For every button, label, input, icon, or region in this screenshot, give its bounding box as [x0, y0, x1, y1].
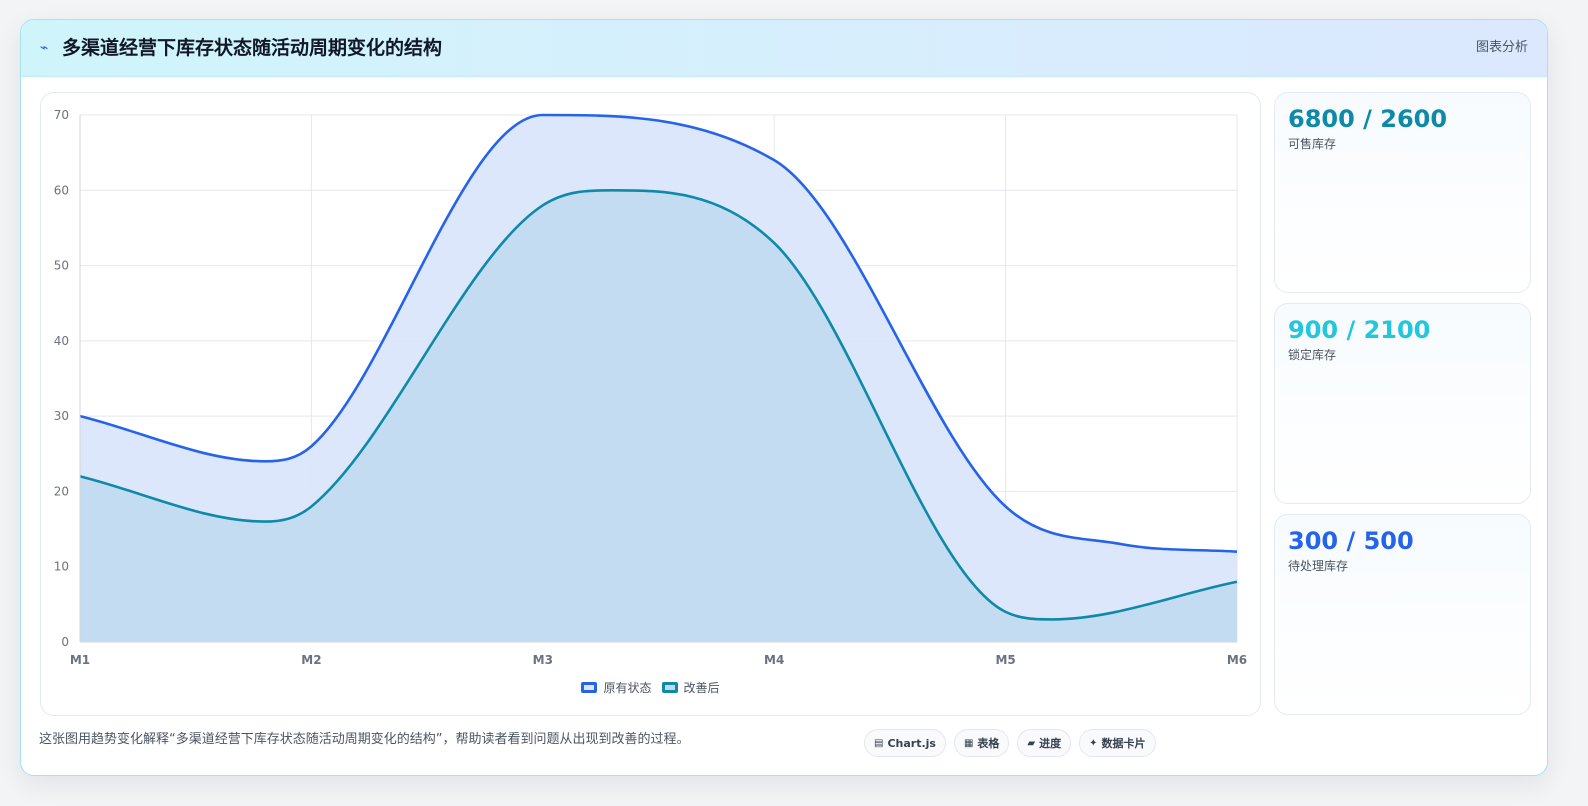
x-tick-label: M1: [70, 653, 90, 667]
y-tick-label: 0: [61, 635, 69, 649]
chip-label: 进度: [1039, 737, 1062, 750]
stat-card-pending: 300 / 500 待处理库存: [1274, 514, 1531, 715]
x-tick-label: M2: [301, 653, 321, 667]
legend-item-improved[interactable]: 改善后: [661, 679, 720, 696]
progress-icon: ▰: [1027, 737, 1036, 749]
series-line-improved: [79, 188, 1238, 621]
area-chart: 0 10 20 30 40 50 60 70 M1 M2 M3 M4 M5 M6: [54, 108, 1247, 667]
header-tag: 图表分析: [1475, 40, 1528, 55]
chart-legend: 原有状态 改善后: [41, 677, 1260, 697]
series-line-original: [79, 113, 1238, 553]
y-tick-label: 50: [54, 259, 69, 273]
stat-value: 900 / 2100: [1288, 316, 1431, 344]
series-area-improved: [80, 190, 1237, 642]
card-header: ⌁ 多渠道经营下库存状态随活动周期变化的结构 图表分析: [21, 20, 1547, 77]
stat-label: 可售库存: [1288, 137, 1337, 151]
chart-panel: 0 10 20 30 40 50 60 70 M1 M2 M3 M4 M5 M6 原有状态 改善后: [40, 92, 1261, 716]
table-icon: ▦: [963, 737, 974, 749]
page-title: 多渠道经营下库存状态随活动周期变化的结构: [62, 37, 443, 59]
stat-value: 300 / 500: [1288, 527, 1414, 555]
y-tick-label: 10: [54, 560, 69, 574]
y-tick-label: 30: [54, 409, 69, 423]
x-tick-label: M3: [533, 653, 553, 667]
lightning-icon: ⌁: [40, 40, 49, 56]
legend-item-original[interactable]: 原有状态: [581, 679, 652, 696]
chip-label: 表格: [977, 737, 1000, 750]
chip-data-card[interactable]: ✦ 数据卡片: [1079, 729, 1156, 757]
legend-label-improved: 改善后: [683, 680, 720, 695]
y-tick-label: 60: [54, 183, 69, 197]
chip-table[interactable]: ▦ 表格: [953, 729, 1010, 757]
y-tick-label: 40: [54, 334, 69, 348]
x-tick-label: M6: [1227, 653, 1247, 667]
chip-label: Chart.js: [887, 736, 936, 750]
tag-chips: ▤ Chart.js ▦ 表格 ▰ 进度 ✦ 数据卡片: [864, 729, 1156, 757]
y-tick-label: 70: [54, 108, 69, 122]
stat-label: 锁定库存: [1288, 348, 1337, 362]
legend-swatch-improved: [661, 681, 678, 693]
x-tick-label: M4: [764, 653, 784, 667]
legend-swatch-original: [581, 681, 598, 693]
sparkle-icon: ✦: [1089, 737, 1098, 749]
stat-label: 待处理库存: [1288, 559, 1349, 573]
x-tick-label: M5: [995, 653, 1015, 667]
chart-caption: 这张图用趋势变化解释“多渠道经营下库存状态随活动周期变化的结构”，帮助读者看到问…: [39, 732, 690, 747]
chip-chartjs[interactable]: ▤ Chart.js: [864, 729, 946, 757]
chip-label: 数据卡片: [1101, 737, 1146, 750]
y-tick-label: 20: [54, 484, 69, 498]
chart-icon: ▤: [874, 737, 884, 749]
stat-value: 6800 / 2600: [1288, 105, 1448, 133]
report-card: ⌁ 多渠道经营下库存状态随活动周期变化的结构 图表分析 0 10 20 30 40 50 6…: [20, 19, 1548, 776]
legend-label-original: 原有状态: [603, 680, 652, 695]
stat-card-sellable: 6800 / 2600 可售库存: [1274, 92, 1531, 293]
chip-progress[interactable]: ▰ 进度: [1017, 729, 1072, 757]
stat-card-locked: 900 / 2100 锁定库存: [1274, 303, 1531, 504]
